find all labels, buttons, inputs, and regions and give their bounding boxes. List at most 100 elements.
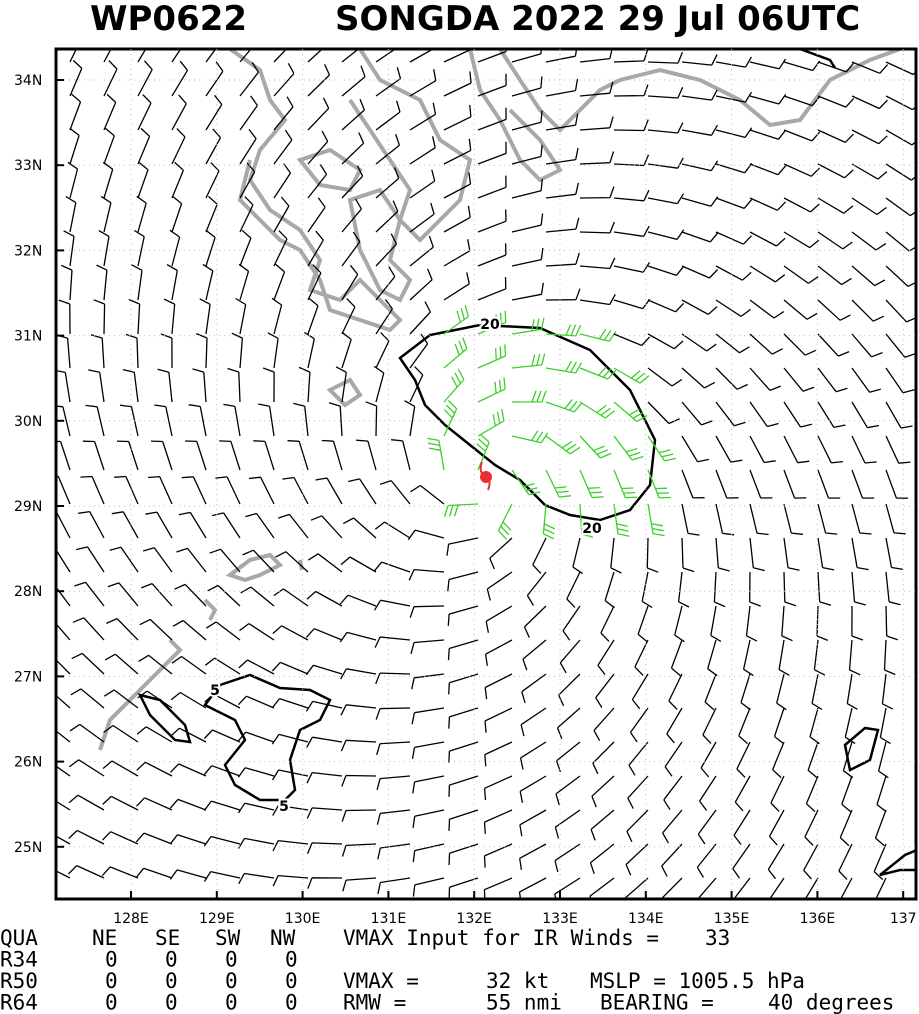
wind-barb [704,673,717,711]
wind-barb [237,731,275,743]
wind-barb [647,157,684,169]
wind-barb [749,299,785,319]
wind-barb [306,736,343,748]
wind-barb [142,547,173,573]
wind-barb [885,197,916,217]
wind-barb [778,639,790,676]
wind-barb [56,694,71,709]
wind-barb [341,165,364,199]
wind-barb [851,401,880,429]
wind-barb [227,367,241,403]
wind-barb [411,741,445,760]
table-cell: 0 [225,991,238,1014]
wind-barb [137,127,151,165]
wind-barb [477,73,507,97]
wind-barb [817,571,832,606]
table-cell: 33 [705,926,730,950]
wind-barb [258,403,275,437]
wind-barb [238,872,275,885]
wind-barb [885,435,911,464]
wind-barb [625,843,649,876]
wind-barb [851,299,885,322]
wind-barb [373,561,411,573]
wind-barb [171,60,189,97]
wind-barb [613,503,630,537]
wind-barb [409,169,436,199]
wind-barb [738,707,751,745]
wind-barb [511,110,543,131]
wind-barb [489,537,513,570]
table-cell: 0 [285,948,298,972]
wind-barb [341,298,356,335]
wind-barb [579,116,614,131]
wind-barb [715,56,752,68]
wind-barb [133,229,145,267]
wind-barb [204,693,241,709]
wind-barb [613,49,649,63]
wind-barb [69,759,105,777]
wind-barb [199,298,211,335]
wind-barb [409,301,431,335]
wind-barb [647,299,685,313]
wind-barb [375,707,411,720]
wind-barb [56,622,71,641]
wind-barb [733,809,751,845]
wind-barb [545,324,582,337]
wind-barb [373,365,385,403]
table-cell: 0 [165,969,178,993]
wind-barb [592,741,615,775]
wind-barb [135,867,173,879]
wind-barb [851,435,877,464]
wind-barb [627,775,649,809]
wind-barb [237,802,275,814]
contour-label: 5 [279,799,289,815]
wind-barb [219,440,241,471]
wind-barb [734,775,751,812]
wind-barb [579,366,617,380]
wind-barb [68,829,105,845]
wind-barb [511,469,541,496]
wind-barb [477,310,507,335]
wind-barb [239,196,254,233]
wind-barb [579,186,615,199]
wind-barb [681,367,716,389]
wind-barb [879,707,891,745]
wind-barb [157,368,173,403]
wind-barb [409,366,424,403]
wind-barb [109,546,139,573]
wind-barb [72,617,105,641]
wind-barb [375,332,390,369]
wind-barb [511,317,545,335]
wind-barb [321,439,343,471]
wind-barb [56,730,71,743]
wind-barb [205,94,223,131]
wind-barb [340,739,377,752]
wind-barb [477,175,507,199]
wind-barb [749,537,765,572]
wind-barb [310,515,343,539]
wind-barb [715,333,750,354]
table-cell: 0 [165,991,178,1014]
wind-barb [341,774,377,787]
wind-barb [305,628,343,641]
lon-label: 136E [800,911,836,927]
wind-barb [172,619,207,641]
wind-barb [885,95,916,111]
wind-barb [90,334,105,369]
wind-barb [379,479,411,505]
wind-barb [559,639,581,674]
wind-barb [375,200,399,233]
wind-barb [169,834,207,845]
wind-barb [681,54,718,66]
wind-barb [98,230,110,267]
wind-barb [851,571,866,606]
wind-barb [715,503,735,536]
wind-barb [137,94,152,131]
wind-barb [304,331,315,369]
wind-barb [613,225,650,237]
lon-label: 134E [628,911,664,927]
wind-barb [591,775,615,808]
title: SONGDA 2022 29 Jul 06UTC [335,0,860,39]
wind-barb [185,440,207,471]
